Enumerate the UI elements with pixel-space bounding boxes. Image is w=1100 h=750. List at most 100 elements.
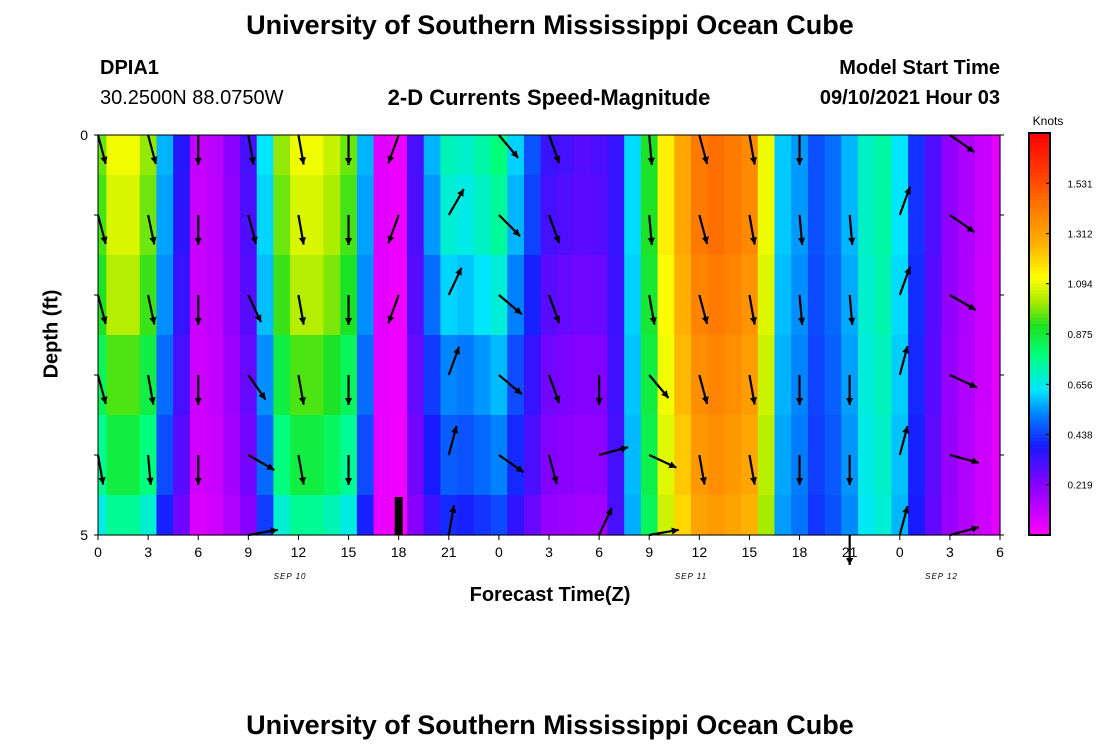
- colorbar-segment: [1029, 508, 1050, 513]
- current-arrow: [647, 134, 655, 165]
- heatmap-cell: [323, 415, 341, 496]
- heatmap-cell: [223, 135, 241, 176]
- heatmap-cell: [941, 495, 959, 536]
- heatmap-cell: [306, 335, 325, 416]
- heatmap-cell: [624, 415, 642, 496]
- colorbar-segment: [1029, 320, 1050, 325]
- colorbar-segment: [1029, 253, 1050, 258]
- heatmap-cell: [724, 335, 742, 416]
- heatmap-cell: [807, 495, 826, 536]
- current-arrow: [247, 134, 256, 165]
- colorbar-segment: [1029, 531, 1050, 536]
- heatmap-cell: [356, 175, 375, 256]
- heatmap-cell: [924, 495, 943, 536]
- heatmap-cell: [841, 495, 859, 536]
- heatmap-cell: [824, 495, 842, 536]
- colorbar-segment: [1029, 484, 1050, 489]
- current-arrow: [748, 454, 757, 485]
- heatmap-cell: [924, 135, 943, 176]
- heatmap-cell: [908, 135, 926, 176]
- heatmap-cell: [607, 255, 625, 336]
- heatmap-cell: [807, 415, 826, 496]
- current-arrow: [698, 374, 709, 405]
- heatmap-cell: [707, 415, 725, 496]
- heatmap-cell: [557, 175, 575, 256]
- heatmap-cell: [373, 415, 391, 496]
- current-arrow: [748, 294, 757, 325]
- heatmap-cell: [256, 335, 274, 416]
- heatmap-cell: [574, 335, 592, 416]
- colorbar-segment: [1029, 411, 1050, 415]
- colorbar-segment: [1029, 243, 1050, 248]
- heatmap-cell: [173, 335, 191, 416]
- colorbar-segment: [1029, 394, 1050, 399]
- heatmap-cell: [624, 495, 642, 536]
- heatmap-cell: [423, 335, 442, 416]
- colorbar-segment: [1029, 246, 1050, 251]
- heatmap-cell: [473, 335, 492, 416]
- heatmap-cell: [407, 175, 425, 256]
- chart-title: 2-D Currents Speed-Magnitude: [387, 85, 711, 110]
- date-label: SEP 11: [675, 572, 707, 581]
- heatmap-cell: [724, 135, 742, 176]
- current-arrow: [797, 294, 806, 325]
- x-tick-label: 12: [291, 544, 307, 560]
- heatmap-cell: [390, 135, 408, 176]
- heatmap-cell: [407, 135, 425, 176]
- bottom-title: University of Southern Mississippi Ocean…: [246, 710, 854, 740]
- heatmap-cell: [189, 495, 208, 536]
- heatmap-cell: [557, 255, 575, 336]
- colorbar-segment: [1029, 280, 1050, 285]
- colorbar-segment: [1029, 163, 1050, 168]
- heatmap-cell: [206, 135, 224, 176]
- current-arrow: [96, 454, 106, 485]
- colorbar-segment: [1029, 464, 1050, 469]
- heatmap-cell: [557, 135, 575, 176]
- colorbar-segment: [1029, 384, 1050, 389]
- colorbar-segment: [1029, 474, 1050, 479]
- current-arrow: [194, 455, 202, 485]
- heatmap-cell: [908, 415, 926, 496]
- colorbar-tick-label: 0.656: [1067, 380, 1092, 391]
- current-arrow: [498, 374, 523, 396]
- current-arrow: [949, 214, 976, 234]
- colorbar-segment: [1029, 256, 1050, 261]
- current-arrow: [846, 455, 854, 485]
- colorbar-segment: [1029, 223, 1050, 228]
- current-arrow: [297, 454, 306, 485]
- current-arrow: [748, 134, 757, 165]
- heatmap-cell: [106, 255, 124, 336]
- colorbar-segment: [1029, 521, 1050, 526]
- current-arrow: [547, 294, 561, 324]
- heatmap-cell: [908, 495, 926, 536]
- heatmap-cell: [273, 415, 291, 496]
- heatmap-cell: [440, 335, 458, 416]
- colorbar-segment: [1029, 213, 1050, 218]
- heatmap-cell: [824, 255, 842, 336]
- heatmap-cell: [741, 495, 759, 536]
- current-arrow: [898, 425, 910, 456]
- current-arrow: [949, 294, 977, 311]
- heatmap-cell: [757, 175, 776, 256]
- heatmap-cell: [774, 135, 792, 176]
- heatmap-cell: [323, 135, 341, 176]
- heatmap-cell: [657, 495, 675, 536]
- heatmap-cell: [757, 335, 776, 416]
- heatmap-cell: [807, 255, 826, 336]
- current-arrow: [194, 135, 202, 165]
- heatmap-cell: [139, 135, 158, 176]
- current-arrow: [846, 375, 854, 405]
- heatmap-cell: [523, 495, 542, 536]
- heatmap-cell: [991, 175, 1001, 256]
- heatmap-cell: [891, 135, 909, 176]
- heatmap-cell: [106, 135, 124, 176]
- x-tick-label: 9: [244, 544, 252, 560]
- heatmap-cell: [457, 255, 475, 336]
- colorbar-segment: [1029, 317, 1050, 322]
- current-arrow: [387, 294, 400, 324]
- colorbar-segment: [1029, 454, 1050, 459]
- heatmap-cell: [507, 175, 525, 256]
- heatmap-cell: [223, 415, 241, 496]
- heatmap-cell: [908, 255, 926, 336]
- colorbar-segment: [1029, 136, 1050, 141]
